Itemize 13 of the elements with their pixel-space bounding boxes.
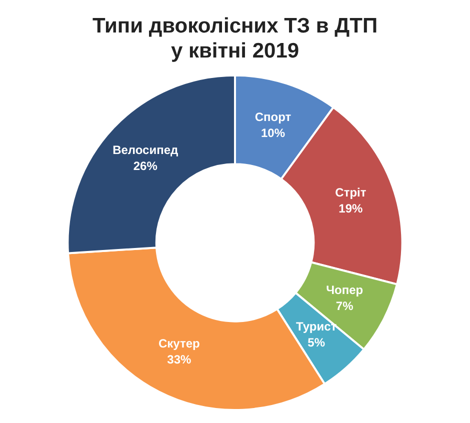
- slice-label: Чопер: [326, 282, 364, 297]
- slice-label: Скутер: [158, 336, 200, 351]
- slice-label: Турист: [296, 319, 337, 334]
- data-label: 26%: [133, 158, 158, 173]
- slice-label: Велосипед: [112, 142, 179, 157]
- chart-title: Типи двоколісних ТЗ в ДТП у квітні 2019: [92, 14, 378, 63]
- data-label: 10%: [260, 126, 286, 140]
- data-label: 5%: [308, 335, 326, 350]
- slice-label: Спорт: [254, 110, 292, 124]
- data-label: 33%: [167, 352, 192, 367]
- data-label: 19%: [338, 201, 364, 216]
- slice-label: Стріт: [335, 185, 366, 200]
- data-label: 7%: [336, 298, 354, 313]
